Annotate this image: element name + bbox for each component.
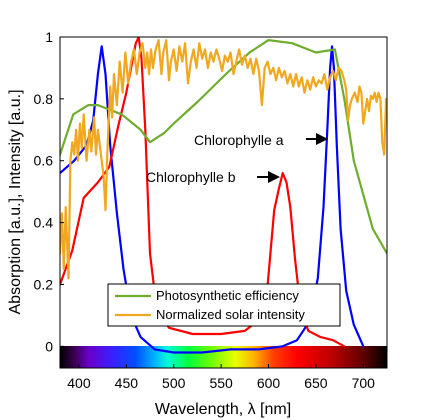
x-tick-label: 400 [67, 375, 91, 391]
annotations: Chlorophylle a Chlorophylle b [146, 132, 328, 185]
series-line-chlorophylle-b [60, 37, 346, 348]
legend-box [107, 283, 341, 327]
legend: Photosynthetic efficiency Normalized sol… [107, 283, 341, 327]
y-axis-title: Absorption [a.u.], Intensity [a.u.] [7, 89, 24, 314]
annotation-arrowhead-chlorophylle-b [268, 171, 280, 183]
y-tick-label: 0.8 [34, 91, 54, 107]
annotation-chlorophylle-a: Chlorophylle a [194, 132, 284, 148]
x-tick-label: 500 [162, 375, 186, 391]
x-axis-title: Wavelength, λ [nm] [155, 401, 291, 418]
y-tick-label: 0.2 [34, 276, 54, 292]
y-tick-label: 0.4 [34, 215, 54, 231]
x-tick-label: 550 [209, 375, 233, 391]
series-line-photosynthetic-efficiency [60, 39, 387, 255]
x-tick-label: 650 [304, 375, 328, 391]
annotation-arrowhead-chlorophylle-a [316, 133, 328, 145]
annotation-chlorophylle-b: Chlorophylle b [146, 169, 236, 185]
x-axis: 400 450 500 550 600 650 700 [67, 364, 375, 391]
series-line-chlorophylle-a [60, 45, 365, 354]
x-tick-label: 450 [115, 375, 139, 391]
y-tick-label: 1 [45, 29, 53, 45]
spectrum-bar [60, 346, 387, 368]
plot-frame [59, 36, 388, 369]
legend-label-normalized-solar-intensity: Normalized solar intensity [156, 307, 305, 322]
x-tick-label: 600 [257, 375, 281, 391]
legend-label-photosynthetic-efficiency: Photosynthetic efficiency [156, 288, 299, 303]
y-tick-label: 0 [45, 338, 53, 354]
y-tick-label: 0.6 [34, 153, 54, 169]
y-axis: 0 0.2 0.4 0.6 0.8 1 [34, 29, 64, 354]
series-line-normalized-solar-intensity [60, 39, 387, 280]
series-layer [60, 37, 387, 354]
x-tick-label: 700 [352, 375, 376, 391]
